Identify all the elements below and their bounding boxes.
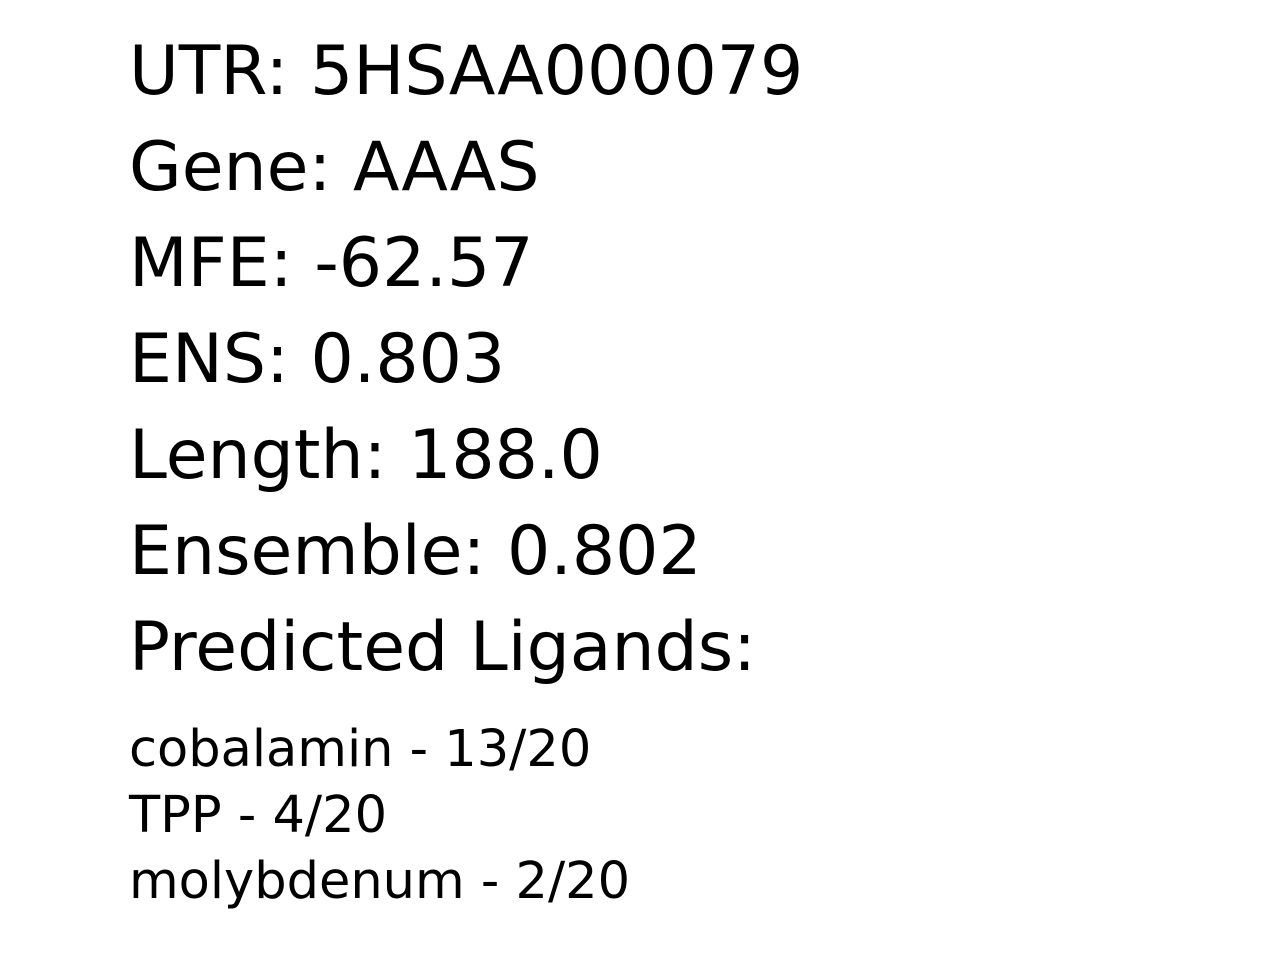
- length-value: Length: 188.0: [129, 416, 603, 495]
- ens-value: ENS: 0.803: [129, 320, 506, 399]
- ensemble-value: Ensemble: 0.802: [129, 512, 702, 591]
- ligand-item: TPP - 4/20: [129, 786, 388, 845]
- gene-name: Gene: AAAS: [129, 128, 540, 207]
- mfe-value: MFE: -62.57: [129, 224, 534, 303]
- utr-id: UTR: 5HSAA000079: [129, 32, 804, 111]
- predicted-ligands-heading: Predicted Ligands:: [129, 608, 757, 687]
- ligand-item: molybdenum - 2/20: [129, 852, 631, 911]
- ligand-item: cobalamin - 13/20: [129, 720, 592, 779]
